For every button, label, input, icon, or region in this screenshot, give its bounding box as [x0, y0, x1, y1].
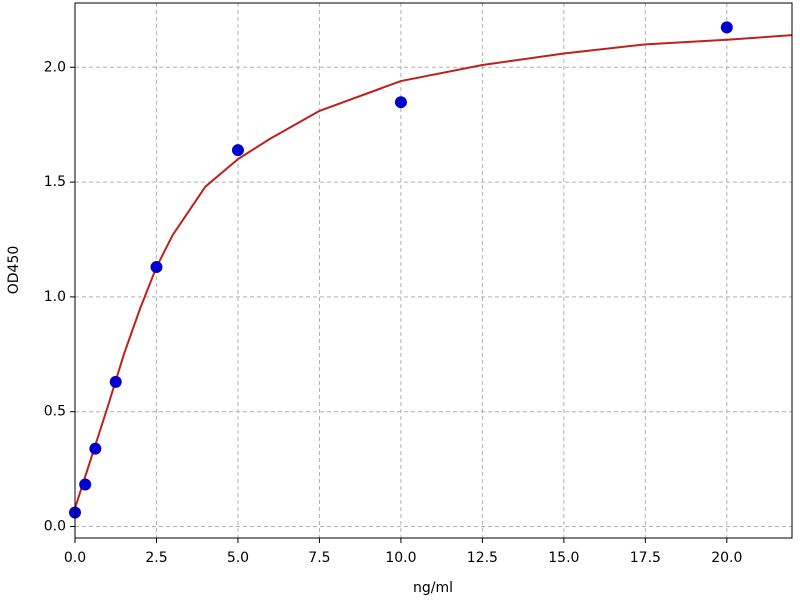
y-tick-label: 0.5 — [44, 404, 66, 420]
data-point — [150, 261, 163, 274]
plot-frame — [74, 2, 793, 539]
data-point — [79, 478, 92, 491]
data-point — [720, 21, 733, 34]
data-point — [109, 375, 122, 388]
x-tick-label: 10.0 — [385, 550, 416, 566]
y-tick-label: 2.0 — [44, 59, 66, 75]
y-axis-label: OD450 — [6, 246, 22, 295]
x-tick-label: 17.5 — [630, 550, 661, 566]
x-tick-label: 0.0 — [64, 550, 86, 566]
x-tick-label: 15.0 — [548, 550, 579, 566]
y-tick-label: 1.5 — [44, 174, 66, 190]
x-tick-label: 2.5 — [145, 550, 167, 566]
data-point — [89, 442, 102, 455]
data-point — [394, 96, 407, 109]
y-tick-label: 0.0 — [44, 519, 66, 535]
x-tick-label: 20.0 — [711, 550, 742, 566]
data-point — [231, 144, 244, 157]
y-tick-label: 1.0 — [44, 289, 66, 305]
fit-curve — [74, 34, 793, 509]
x-tick-label: 5.0 — [227, 550, 249, 566]
x-tick-label: 7.5 — [308, 550, 330, 566]
x-tick-label: 12.5 — [467, 550, 498, 566]
x-axis-label: ng/ml — [413, 580, 453, 596]
